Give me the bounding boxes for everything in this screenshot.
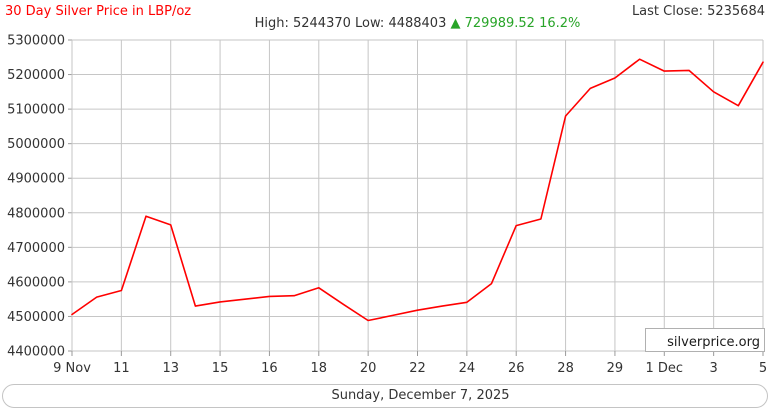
x-axis-label: 5	[759, 361, 767, 376]
current-date: Sunday, December 7, 2025	[331, 388, 510, 403]
x-axis-label: 16	[261, 361, 278, 376]
price-chart: 5300000 5200000 5100000 5000000 4900000 48000…	[7, 34, 767, 377]
high-value: 5244370	[292, 16, 351, 31]
x-axis-label: 3	[710, 361, 718, 376]
up-arrow-icon: ▲	[450, 16, 461, 31]
y-axis-label: 5300000	[7, 34, 65, 49]
low-value: 4488403	[388, 16, 447, 31]
watermark: silverprice.org	[645, 328, 765, 352]
x-axis-label: 22	[409, 361, 426, 376]
price-line	[71, 58, 764, 322]
x-axis-label: 18	[311, 361, 328, 376]
last-close-label: Last Close:	[631, 4, 703, 19]
x-axis-label: 11	[113, 361, 130, 376]
high-low-summary: High: 5244370 Low: 4488403 ▲ 729989.52 1…	[65, 16, 770, 31]
page-title: 30 Day Silver Price in LBP/oz	[5, 4, 192, 19]
change-value: 729989.52	[464, 16, 535, 31]
y-axis-label: 5100000	[7, 103, 65, 118]
x-axis-label: 24	[459, 361, 476, 376]
grid-layer	[68, 39, 764, 356]
x-axis-label: 1 Dec	[646, 361, 684, 376]
y-axis-label: 5000000	[7, 137, 65, 152]
last-close-value: 5235684	[707, 4, 765, 19]
y-axis-label: 4900000	[7, 172, 65, 187]
x-axis-label: 15	[212, 361, 229, 376]
x-axis-label: 29	[607, 361, 624, 376]
high-label: High:	[254, 16, 289, 31]
watermark-box	[645, 328, 765, 352]
y-axis-label: 4400000	[7, 345, 65, 360]
y-axis-label: 4600000	[7, 275, 65, 290]
change-percent: 16.2%	[539, 16, 581, 31]
x-axis-label: 28	[557, 361, 574, 376]
y-axis-label: 4500000	[7, 310, 65, 325]
watermark-text: silverprice.org	[667, 335, 760, 350]
low-label: Low:	[355, 16, 385, 31]
x-axis-label: 9 Nov	[53, 361, 91, 376]
y-axis-label: 4800000	[7, 206, 65, 221]
x-axis-label: 13	[162, 361, 179, 376]
last-close: Last Close: 5235684	[632, 4, 765, 19]
x-axis-label: 26	[508, 361, 525, 376]
axis-labels-layer: 5300000 5200000 5100000 5000000 4900000 48000…	[7, 34, 767, 377]
date-bar: Sunday, December 7, 2025	[2, 384, 768, 408]
y-axis-label: 4700000	[7, 241, 65, 256]
x-axis-label: 20	[360, 361, 377, 376]
y-axis-label: 5200000	[7, 68, 65, 83]
